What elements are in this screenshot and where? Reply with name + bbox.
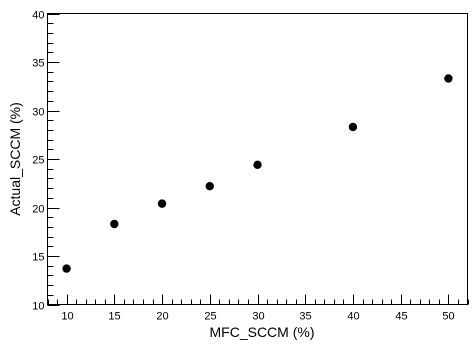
x-tick-label: 10 <box>61 311 73 323</box>
y-tick-label: 35 <box>32 58 44 70</box>
x-tick-label: 25 <box>204 311 216 323</box>
y-tick-label: 20 <box>32 204 44 216</box>
y-tick-label: 15 <box>32 252 44 264</box>
x-tick-label: 15 <box>108 311 120 323</box>
data-point <box>444 74 453 83</box>
x-tick-label: 20 <box>156 311 168 323</box>
x-tick-label: 40 <box>347 311 359 323</box>
x-tick-label: 30 <box>252 311 264 323</box>
data-point <box>253 160 262 170</box>
y-tick-label: 40 <box>32 10 44 22</box>
axis-ticks <box>47 14 469 306</box>
data-point <box>205 181 214 191</box>
x-axis-label: MFC_SCCM (%) <box>210 324 315 340</box>
data-point <box>110 219 119 229</box>
data-point <box>348 122 358 132</box>
y-tick-label: 25 <box>32 155 44 167</box>
tick-labels: 10 15 20 25 30 35 40 45 50 10 15 20 25 30 35 40 <box>32 10 454 323</box>
y-tick-label: 30 <box>32 107 44 119</box>
data-point <box>62 264 71 273</box>
data-point <box>157 199 167 208</box>
x-tick-label: 35 <box>299 311 311 323</box>
data-points <box>62 74 453 273</box>
plot-frame <box>47 13 468 305</box>
y-tick-label: 10 <box>32 301 44 313</box>
x-tick-label: 50 <box>442 311 454 323</box>
x-tick-label: 45 <box>395 311 407 323</box>
y-axis-label: Actual_SCCM (%) <box>7 102 23 216</box>
